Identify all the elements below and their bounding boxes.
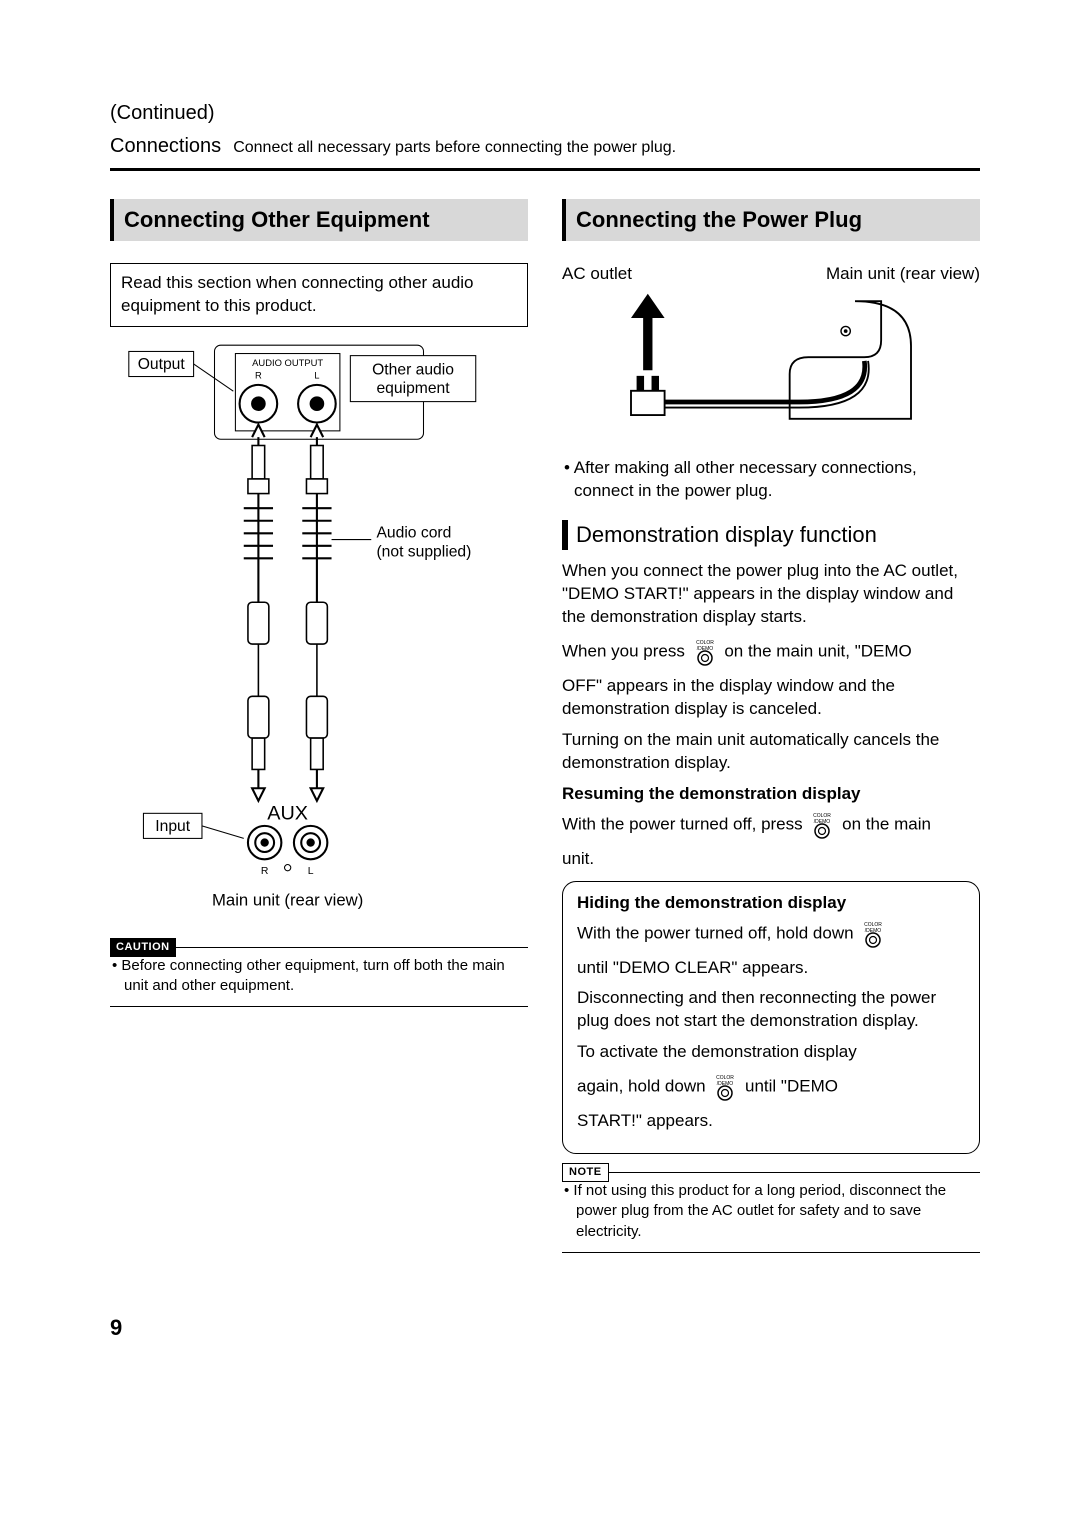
section-title-other-equipment: Connecting Other Equipment xyxy=(110,199,528,241)
connection-diagram: AUDIO OUTPUT R L Other audio equipment O… xyxy=(110,341,528,926)
note-block: NOTE If not using this product for a lon… xyxy=(562,1172,980,1253)
connections-desc: Connect all necessary parts before conne… xyxy=(233,137,676,159)
svg-text:Audio cord: Audio cord xyxy=(376,524,451,541)
svg-text:equipment: equipment xyxy=(376,380,450,397)
rear-view-label: Main unit (rear view) xyxy=(826,263,980,286)
hiding-a: With the power turned off, hold down xyxy=(577,923,854,942)
connections-label: Connections xyxy=(110,133,221,160)
demo-button-icon: COLOR /DEMO xyxy=(690,637,720,667)
resuming-heading: Resuming the demonstration display xyxy=(562,783,980,806)
ac-outlet-label: AC outlet xyxy=(562,263,632,286)
intro-box: Read this section when connecting other … xyxy=(110,263,528,327)
demo-button-icon: COLOR /DEMO xyxy=(710,1072,740,1102)
hiding-f: START!" appears. xyxy=(577,1110,965,1133)
resuming-line: With the power turned off, press COLOR /… xyxy=(562,810,980,840)
hiding-heading: Hiding the demonstration display xyxy=(577,892,965,915)
caution-text: Before connecting other equipment, turn … xyxy=(124,956,528,997)
caution-label: CAUTION xyxy=(110,938,176,957)
svg-text:L: L xyxy=(314,369,319,380)
page-number: 9 xyxy=(110,1313,980,1343)
continued-label: (Continued) xyxy=(110,100,980,127)
demo-p1: When you connect the power plug into the… xyxy=(562,560,980,629)
left-column: Connecting Other Equipment Read this sec… xyxy=(110,199,528,1253)
audio-output-label: AUDIO OUTPUT xyxy=(252,357,323,368)
svg-text:AUX: AUX xyxy=(267,802,308,824)
hiding-box: Hiding the demonstration display With th… xyxy=(562,881,980,1155)
svg-text:R: R xyxy=(255,369,262,380)
svg-text:(not supplied): (not supplied) xyxy=(376,543,471,560)
demo-button-icon: COLOR /DEMO xyxy=(807,810,837,840)
hiding-b: until "DEMO CLEAR" appears. xyxy=(577,957,965,980)
section-title-power-plug: Connecting the Power Plug xyxy=(562,199,980,241)
hiding-e1: again, hold down xyxy=(577,1077,706,1096)
demo-p3: OFF" appears in the display window and t… xyxy=(562,675,980,721)
right-column: Connecting the Power Plug AC outlet Main… xyxy=(562,199,980,1253)
svg-text:R: R xyxy=(261,866,269,877)
svg-text:L: L xyxy=(308,866,314,877)
svg-text:Output: Output xyxy=(138,356,186,373)
demo-button-icon: COLOR /DEMO xyxy=(858,919,888,949)
resuming-unit: unit. xyxy=(562,848,980,871)
hiding-e2: until "DEMO xyxy=(745,1077,838,1096)
note-text: If not using this product for a long per… xyxy=(576,1181,980,1242)
after-connect-bullet: • After making all other necessary conne… xyxy=(562,457,980,503)
power-plug-diagram xyxy=(562,290,980,430)
hiding-c: Disconnecting and then reconnecting the … xyxy=(577,987,965,1033)
header-row: Connections Connect all necessary parts … xyxy=(110,133,980,171)
svg-text:Other audio: Other audio xyxy=(372,361,454,378)
svg-text:Main unit (rear view): Main unit (rear view) xyxy=(212,890,363,909)
demo-p3b: Turning on the main unit automatically c… xyxy=(562,729,980,775)
note-label: NOTE xyxy=(562,1163,609,1182)
caution-block: CAUTION Before connecting other equipmen… xyxy=(110,947,528,1008)
demo-p2: When you press COLOR /DEMO on the main u… xyxy=(562,637,980,667)
svg-text:Input: Input xyxy=(155,818,190,835)
demo-heading: Demonstration display function xyxy=(562,520,980,550)
hiding-d: To activate the demonstration display xyxy=(577,1041,965,1064)
